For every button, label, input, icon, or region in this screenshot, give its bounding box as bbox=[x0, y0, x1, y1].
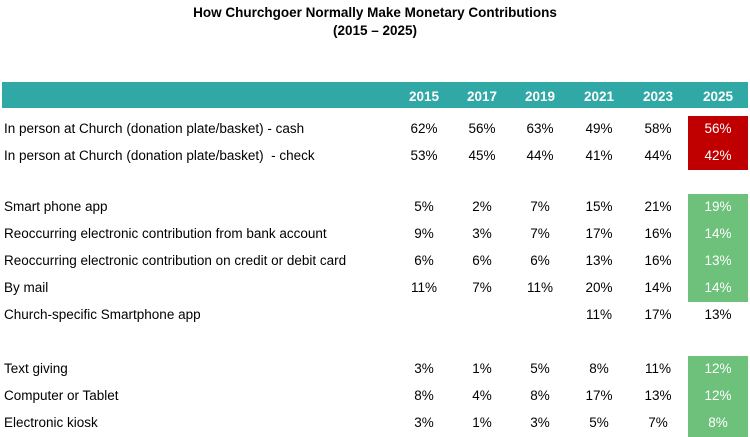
data-cell-2019: 6% bbox=[530, 253, 550, 268]
row-label: By mail bbox=[4, 280, 49, 295]
data-cell-2021: 5% bbox=[589, 415, 609, 430]
row-label: Computer or Tablet bbox=[4, 388, 119, 403]
data-cell-2015: 3% bbox=[414, 415, 434, 430]
data-cell-2017: 3% bbox=[472, 226, 492, 241]
data-cell-2025: 42% bbox=[704, 148, 732, 163]
table-row: By mail 11% 7% 11% 20% 14% 14% bbox=[0, 275, 750, 302]
column-header-2023: 2023 bbox=[642, 89, 674, 104]
data-cell-2017: 4% bbox=[472, 388, 492, 403]
column-header-2017: 2017 bbox=[466, 89, 498, 104]
row-label: Reoccurring electronic contribution from… bbox=[4, 226, 327, 241]
chart-subtitle: (2015 – 2025) bbox=[332, 23, 418, 38]
data-cell-2015: 53% bbox=[410, 148, 438, 163]
highlight-cell-green bbox=[688, 248, 748, 275]
data-cell-2021: 41% bbox=[585, 148, 613, 163]
data-cell-2025: 12% bbox=[704, 361, 732, 376]
highlight-cell-green bbox=[688, 410, 748, 437]
data-cell-2023: 16% bbox=[644, 226, 672, 241]
data-cell-2023: 13% bbox=[644, 388, 672, 403]
row-label: In person at Church (donation plate/bask… bbox=[4, 148, 315, 163]
table-row: Reoccurring electronic contribution on c… bbox=[0, 248, 750, 275]
data-cell-2021: 49% bbox=[585, 121, 613, 136]
data-cell-2019: 7% bbox=[530, 226, 550, 241]
data-cell-2017: 6% bbox=[472, 253, 492, 268]
data-cell-2021: 15% bbox=[585, 199, 613, 214]
data-cell-2025: 19% bbox=[704, 199, 732, 214]
data-cell-2023: 21% bbox=[644, 199, 672, 214]
data-cell-2019: 3% bbox=[530, 415, 550, 430]
data-cell-2021: 8% bbox=[589, 361, 609, 376]
data-cell-2015: 5% bbox=[414, 199, 434, 214]
row-label: Smart phone app bbox=[4, 199, 108, 214]
table-header-bar bbox=[2, 82, 748, 108]
highlight-cell-green bbox=[688, 221, 748, 248]
table-row: Church-specific Smartphone app 11% 17% 13% bbox=[0, 302, 750, 329]
data-cell-2019: 8% bbox=[530, 388, 550, 403]
data-cell-2019: 63% bbox=[526, 121, 554, 136]
table-row: In person at Church (donation plate/bask… bbox=[0, 143, 750, 170]
row-label: Church-specific Smartphone app bbox=[4, 307, 201, 322]
data-cell-2025: 13% bbox=[704, 307, 732, 322]
data-cell-2025: 56% bbox=[704, 121, 732, 136]
highlight-cell-red bbox=[688, 116, 748, 143]
table-row: Computer or Tablet 8% 4% 8% 17% 13% 12% bbox=[0, 383, 750, 410]
data-cell-2025: 8% bbox=[708, 415, 728, 430]
row-label: Reoccurring electronic contribution on c… bbox=[4, 253, 347, 268]
highlight-cell-green bbox=[688, 356, 748, 383]
row-label: Electronic kiosk bbox=[4, 415, 98, 430]
data-cell-2023: 14% bbox=[644, 280, 672, 295]
data-cell-2015: 3% bbox=[414, 361, 434, 376]
data-cell-2025: 13% bbox=[704, 253, 732, 268]
table-row: Smart phone app 5% 2% 7% 15% 21% 19% bbox=[0, 194, 750, 221]
data-cell-2015: 6% bbox=[414, 253, 434, 268]
highlight-cell-green bbox=[688, 275, 748, 302]
highlight-cell-green bbox=[688, 194, 748, 221]
data-cell-2025: 14% bbox=[704, 226, 732, 241]
column-header-2025: 2025 bbox=[702, 89, 734, 104]
data-cell-2017: 7% bbox=[472, 280, 492, 295]
data-cell-2021: 17% bbox=[585, 388, 613, 403]
data-cell-2021: 20% bbox=[585, 280, 613, 295]
chart-title: How Churchgoer Normally Make Monetary Co… bbox=[193, 5, 557, 20]
table-row: Text giving 3% 1% 5% 8% 11% 12% bbox=[0, 356, 750, 383]
data-cell-2025: 12% bbox=[704, 388, 732, 403]
data-cell-2023: 17% bbox=[644, 307, 672, 322]
data-cell-2017: 56% bbox=[468, 121, 496, 136]
data-cell-2025: 14% bbox=[704, 280, 732, 295]
data-cell-2019: 11% bbox=[526, 280, 554, 295]
column-header-2015: 2015 bbox=[408, 89, 440, 104]
data-cell-2015: 9% bbox=[414, 226, 434, 241]
data-cell-2017: 45% bbox=[468, 148, 496, 163]
highlight-cell-red bbox=[688, 143, 748, 170]
highlight-cell-green bbox=[688, 383, 748, 410]
column-header-2019: 2019 bbox=[524, 89, 556, 104]
row-label: In person at Church (donation plate/bask… bbox=[4, 121, 305, 136]
data-cell-2015: 8% bbox=[414, 388, 434, 403]
data-cell-2023: 44% bbox=[644, 148, 672, 163]
table-row: Electronic kiosk 3% 1% 3% 5% 7% 8% bbox=[0, 410, 750, 437]
data-cell-2019: 5% bbox=[530, 361, 550, 376]
data-cell-2023: 11% bbox=[644, 361, 672, 376]
data-cell-2021: 17% bbox=[585, 226, 613, 241]
data-cell-2021: 11% bbox=[585, 307, 613, 322]
table-row: Reoccurring electronic contribution from… bbox=[0, 221, 750, 248]
data-cell-2023: 7% bbox=[648, 415, 668, 430]
table-row: In person at Church (donation plate/bask… bbox=[0, 116, 750, 143]
data-cell-2015: 62% bbox=[410, 121, 438, 136]
data-cell-2019: 44% bbox=[526, 148, 554, 163]
data-cell-2019: 7% bbox=[530, 199, 550, 214]
data-cell-2017: 1% bbox=[472, 415, 492, 430]
data-cell-2017: 1% bbox=[472, 361, 492, 376]
data-cell-2023: 16% bbox=[644, 253, 672, 268]
row-label: Text giving bbox=[4, 361, 68, 376]
data-cell-2015: 11% bbox=[410, 280, 438, 295]
data-cell-2017: 2% bbox=[472, 199, 492, 214]
column-header-2021: 2021 bbox=[583, 89, 615, 104]
data-cell-2023: 58% bbox=[644, 121, 672, 136]
data-cell-2021: 13% bbox=[585, 253, 613, 268]
